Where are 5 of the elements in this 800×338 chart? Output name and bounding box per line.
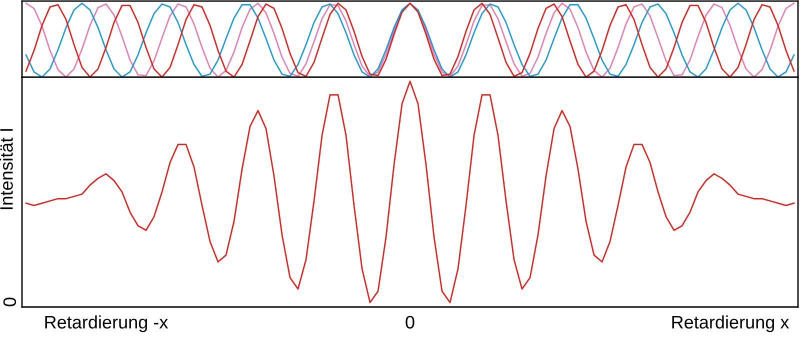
x-tick-label: 0 [406, 316, 414, 329]
y-axis-title: Intensität I [0, 129, 13, 210]
text: 0 [3, 298, 16, 306]
x-tick-label: Retardierung -x [45, 315, 168, 332]
x-tick-label: Retardierung x [672, 315, 790, 332]
